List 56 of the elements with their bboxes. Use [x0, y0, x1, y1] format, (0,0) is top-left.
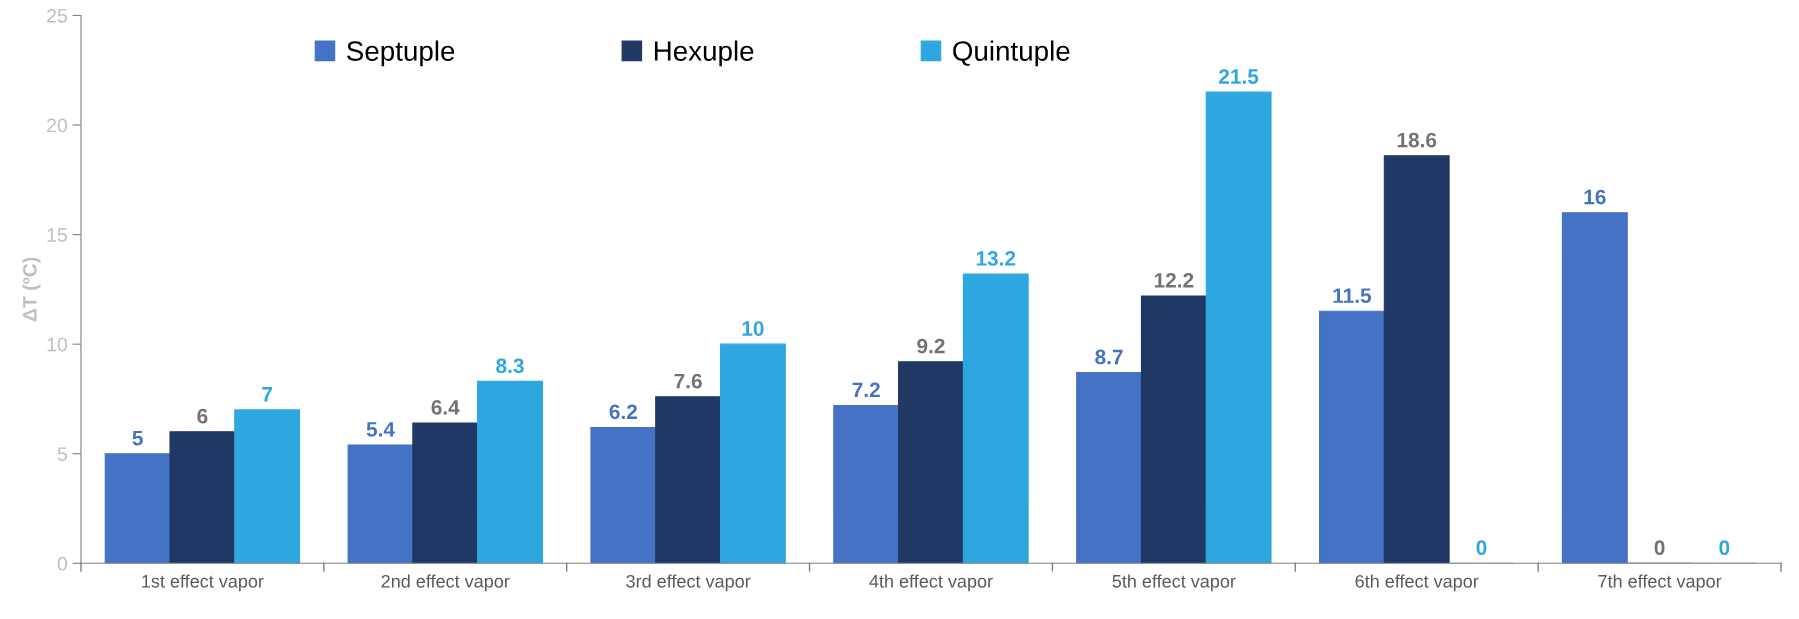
data-label: 0 — [1476, 540, 1487, 556]
bar — [962, 273, 1029, 564]
bar — [1205, 91, 1272, 564]
bar — [347, 444, 414, 564]
bar — [1561, 212, 1628, 564]
y-tick-label: 25 — [47, 8, 67, 23]
x-tick-label: 1st effect vapor — [142, 574, 264, 592]
bar — [1140, 295, 1207, 564]
bar — [477, 380, 543, 564]
data-label: 8.7 — [1095, 349, 1123, 365]
bar — [412, 422, 479, 564]
data-label: 8.3 — [496, 358, 524, 374]
bar — [719, 343, 786, 564]
data-label: 21.5 — [1219, 69, 1259, 84]
data-label: 6 — [197, 408, 208, 424]
y-tick-label: 0 — [57, 556, 67, 571]
data-label: 7.2 — [852, 382, 880, 398]
data-label: 9.2 — [917, 338, 945, 354]
data-label: 18.6 — [1397, 132, 1437, 148]
bar — [833, 404, 900, 564]
legend-label: Septuple — [347, 40, 455, 67]
data-label: 6.4 — [431, 400, 460, 415]
data-label: 6.2 — [609, 404, 637, 420]
x-tick-label: 7th effect vapor — [1598, 574, 1722, 592]
data-label: 7.6 — [674, 373, 702, 389]
x-tick-label: 4th effect vapor — [869, 574, 993, 592]
x-tick-label: 3rd effect vapor — [626, 574, 751, 592]
data-label: 11.5 — [1333, 288, 1372, 304]
legend-label: Hexuple — [654, 40, 754, 67]
y-tick-label: 5 — [57, 447, 67, 461]
data-label: 5 — [132, 430, 143, 446]
bar — [1383, 155, 1450, 564]
bar — [898, 361, 964, 564]
x-tick-label: 6th effect vapor — [1355, 574, 1479, 592]
data-label: 16 — [1584, 189, 1606, 205]
y-axis-title: ΔT (ºC) — [22, 257, 41, 322]
bar — [1319, 310, 1385, 564]
bar — [169, 431, 236, 564]
data-label: 0 — [1719, 540, 1730, 556]
y-tick-label: 15 — [47, 228, 67, 242]
data-label: 10 — [742, 321, 764, 336]
bar — [1076, 372, 1143, 564]
data-label: 7 — [262, 387, 273, 402]
bar — [234, 409, 301, 564]
legend-label: Quintuple — [953, 40, 1070, 67]
x-tick-label: 5th effect vapor — [1112, 574, 1236, 592]
bar — [590, 426, 657, 564]
y-tick-label: 10 — [47, 337, 67, 352]
y-tick-label: 20 — [47, 118, 67, 133]
data-label: 5.4 — [366, 422, 395, 437]
bar — [104, 453, 171, 564]
data-label: 12.2 — [1154, 272, 1194, 288]
x-tick-label: 2nd effect vapor — [381, 574, 510, 592]
bar — [655, 396, 722, 564]
data-label: 0 — [1654, 540, 1665, 556]
data-label: 13.2 — [976, 251, 1016, 266]
